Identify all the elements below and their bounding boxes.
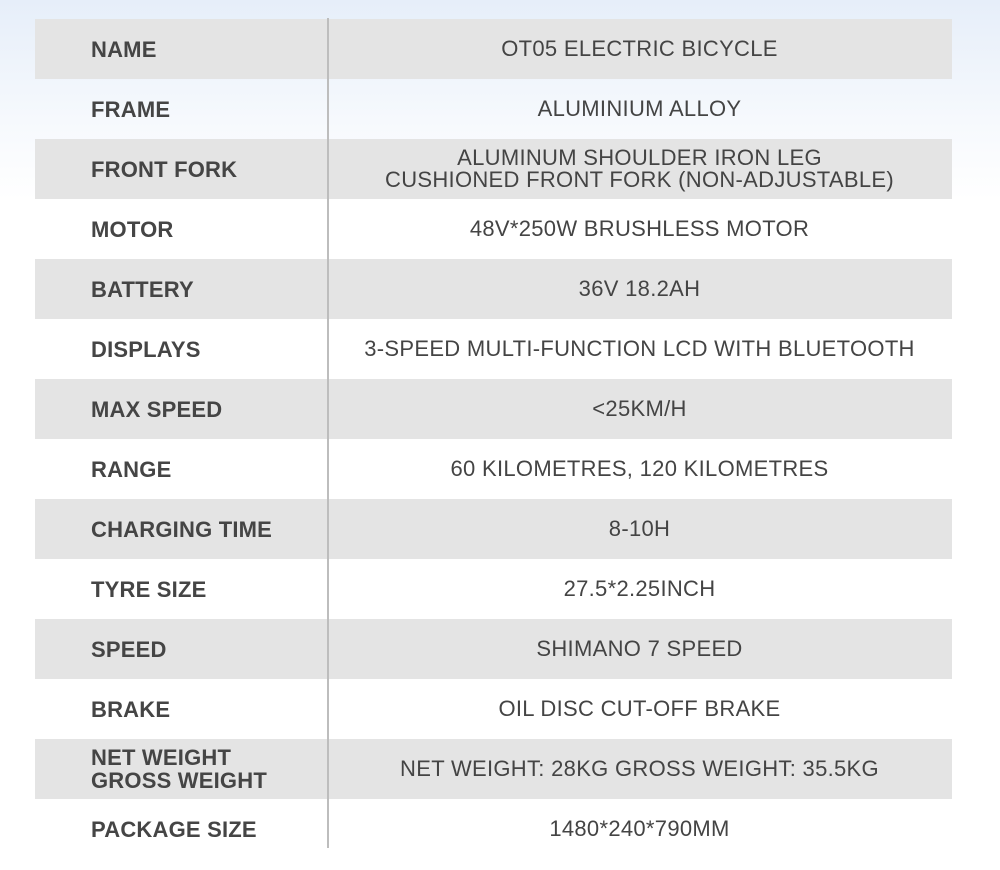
spec-label-line: PACKAGE SIZE <box>91 816 257 842</box>
spec-label: DISPLAYS <box>91 338 201 361</box>
spec-table: NAME OT05 ELECTRIC BICYCLE FRAME ALUMINIUM … <box>35 19 952 859</box>
spec-label: FRONT FORK <box>91 158 237 181</box>
spec-value: ALUMINIUM ALLOY <box>327 98 952 120</box>
spec-label: BRAKE <box>91 698 170 721</box>
spec-value-line: 27.5*2.25INCH <box>563 576 716 601</box>
spec-label-line: MOTOR <box>91 216 174 242</box>
column-divider <box>327 18 329 848</box>
spec-value: 36V 18.2AH <box>327 278 952 300</box>
spec-row: PACKAGE SIZE 1480*240*790MM <box>35 799 952 859</box>
spec-label: CHARGING TIME <box>91 518 272 541</box>
spec-row: NAME OT05 ELECTRIC BICYCLE <box>35 19 952 79</box>
spec-value-line: SHIMANO 7 SPEED <box>536 636 743 661</box>
spec-row: CHARGING TIME 8-10H <box>35 499 952 559</box>
spec-row: MAX SPEED <25KM/H <box>35 379 952 439</box>
spec-label-line: NET WEIGHT <box>91 745 232 770</box>
spec-label: NAME <box>91 38 157 61</box>
spec-value: NET WEIGHT: 28KG GROSS WEIGHT: 35.5KG <box>327 758 952 780</box>
spec-value: <25KM/H <box>327 398 952 420</box>
spec-row: RANGE 60 KILOMETRES, 120 KILOMETRES <box>35 439 952 499</box>
spec-label-line: BATTERY <box>91 276 194 302</box>
spec-row: NET WEIGHT GROSS WEIGHT NET WEIGHT: 28KG G… <box>35 739 952 799</box>
spec-value-line: 3-SPEED MULTI-FUNCTION LCD WITH BLUETOOT… <box>364 336 915 361</box>
spec-value: SHIMANO 7 SPEED <box>327 638 952 660</box>
spec-label: PACKAGE SIZE <box>91 818 257 841</box>
spec-label: FRAME <box>91 98 170 121</box>
spec-label: NET WEIGHT GROSS WEIGHT <box>91 746 267 792</box>
spec-value-line: ALUMINIUM ALLOY <box>537 96 742 121</box>
spec-value-line: CUSHIONED FRONT FORK (NON-ADJUSTABLE) <box>385 167 894 192</box>
spec-label: BATTERY <box>91 278 194 301</box>
spec-label: SPEED <box>91 638 167 661</box>
spec-row: TYRE SIZE 27.5*2.25INCH <box>35 559 952 619</box>
spec-label-line: TYRE SIZE <box>91 576 207 602</box>
spec-label-line: RANGE <box>91 456 172 482</box>
spec-value: ALUMINUM SHOULDER IRON LEG CUSHIONED FRON… <box>327 147 952 191</box>
spec-label-line: MAX SPEED <box>91 396 223 422</box>
spec-label: MOTOR <box>91 218 173 241</box>
spec-value: 8-10H <box>327 518 952 540</box>
spec-value: 1480*240*790MM <box>327 818 952 840</box>
spec-value-line: OT05 ELECTRIC BICYCLE <box>501 36 778 61</box>
spec-row: FRONT FORK ALUMINUM SHOULDER IRON LEG CUSH… <box>35 139 952 199</box>
spec-row: FRAME ALUMINIUM ALLOY <box>35 79 952 139</box>
spec-value: 3-SPEED MULTI-FUNCTION LCD WITH BLUETOOT… <box>327 338 952 360</box>
spec-row: SPEED SHIMANO 7 SPEED <box>35 619 952 679</box>
spec-value: OIL DISC CUT-OFF BRAKE <box>327 698 952 720</box>
spec-label-line: GROSS WEIGHT <box>91 768 267 793</box>
spec-value-line: 8-10H <box>608 516 671 541</box>
spec-label-line: FRONT FORK <box>91 156 238 182</box>
spec-value-line: NET WEIGHT: 28KG GROSS WEIGHT: 35.5KG <box>400 756 879 781</box>
spec-value-line: 1480*240*790MM <box>549 816 730 841</box>
spec-label-line: BRAKE <box>91 696 171 722</box>
spec-label-line: CHARGING TIME <box>91 516 273 542</box>
spec-value: 48V*250W BRUSHLESS MOTOR <box>327 218 952 240</box>
spec-value: OT05 ELECTRIC BICYCLE <box>327 38 952 60</box>
spec-value-line: 60 KILOMETRES, 120 KILOMETRES <box>450 456 829 481</box>
spec-label-line: FRAME <box>91 96 171 122</box>
spec-row: BATTERY 36V 18.2AH <box>35 259 952 319</box>
spec-label: TYRE SIZE <box>91 578 207 601</box>
spec-label: RANGE <box>91 458 171 481</box>
spec-value-line: ALUMINUM SHOULDER IRON LEG <box>457 145 822 170</box>
spec-value-line: 36V 18.2AH <box>578 276 701 301</box>
spec-row: BRAKE OIL DISC CUT-OFF BRAKE <box>35 679 952 739</box>
spec-row: MOTOR 48V*250W BRUSHLESS MOTOR <box>35 199 952 259</box>
spec-value-line: <25KM/H <box>592 396 687 421</box>
spec-value-line: OIL DISC CUT-OFF BRAKE <box>498 696 781 721</box>
spec-label-line: DISPLAYS <box>91 336 201 362</box>
spec-label-line: SPEED <box>91 636 167 662</box>
spec-value: 27.5*2.25INCH <box>327 578 952 600</box>
spec-row: DISPLAYS 3-SPEED MULTI-FUNCTION LCD WITH … <box>35 319 952 379</box>
spec-label: MAX SPEED <box>91 398 222 421</box>
spec-value: 60 KILOMETRES, 120 KILOMETRES <box>327 458 952 480</box>
spec-value-line: 48V*250W BRUSHLESS MOTOR <box>469 216 810 241</box>
spec-label-line: NAME <box>91 36 157 62</box>
